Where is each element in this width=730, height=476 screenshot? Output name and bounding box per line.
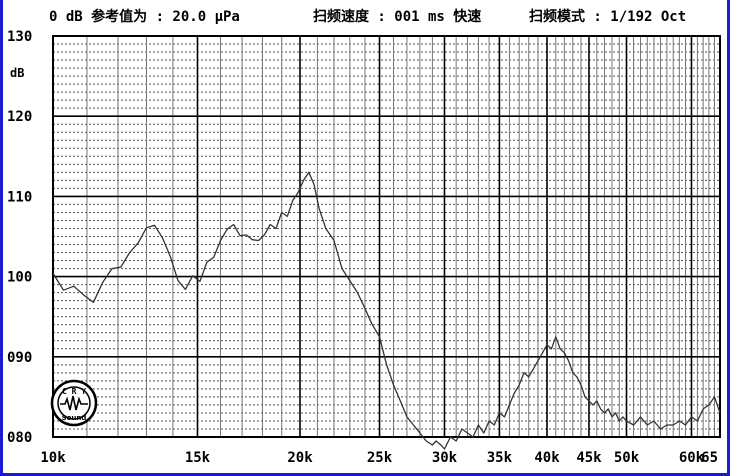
logo-text-bottom: Sound (62, 414, 87, 422)
y-tick-label: 090 (7, 350, 32, 366)
logo-wave (60, 395, 88, 411)
sweep-mode-label: 扫频模式 : 1/192 Oct (529, 9, 687, 25)
x-tick-label: 65 (701, 450, 718, 466)
y-tick-label: 080 (7, 430, 32, 446)
x-tick-label: 10k (40, 450, 66, 466)
plot-border (52, 35, 721, 438)
x-tick-label: 50k (614, 450, 640, 466)
sweep-speed-label: 扫频速度 : 001 ms 快速 (313, 9, 482, 25)
logo-text-top: C R Y (62, 387, 86, 396)
y-tick-label: 100 (7, 270, 32, 286)
frequency-response-chart: 080 090 100 110 120 130 dB 10k 15k 20k 25k 30k 35k… (7, 29, 721, 466)
cry-sound-logo: C R Y Sound (50, 379, 98, 427)
x-tick-label: 35k (487, 450, 513, 466)
y-axis-ticks: 080 090 100 110 120 130 (7, 29, 32, 446)
x-tick-label: 45k (576, 450, 602, 466)
x-tick-label: 25k (367, 450, 393, 466)
x-tick-label: 15k (185, 450, 211, 466)
minor-grid (53, 36, 720, 437)
y-axis-unit-label: dB (10, 66, 24, 80)
logo-inner-ring (57, 386, 91, 420)
trace-layer (52, 171, 721, 450)
x-tick-label: 20k (287, 450, 313, 466)
x-tick-label: 40k (534, 450, 560, 466)
y-tick-label: 130 (7, 29, 32, 45)
reference-level-label: 0 dB 参考值为 : 20.0 μPa (49, 9, 240, 25)
y-tick-label: 110 (7, 189, 32, 205)
frequency-response-trace (52, 171, 721, 450)
major-grid (52, 35, 721, 438)
x-tick-label: 30k (432, 450, 458, 466)
y-tick-label: 120 (7, 109, 32, 125)
x-tick-label: 60k (679, 450, 705, 466)
